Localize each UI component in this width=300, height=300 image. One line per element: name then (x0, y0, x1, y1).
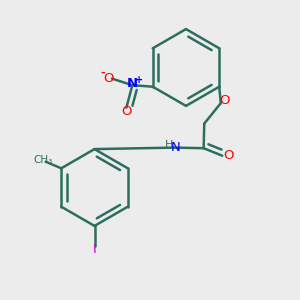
Text: O: O (121, 105, 132, 118)
Text: I: I (93, 243, 96, 256)
Text: -: - (100, 68, 105, 78)
Text: O: O (223, 149, 233, 162)
Text: N: N (127, 77, 138, 90)
Text: H: H (165, 140, 173, 150)
Text: +: + (135, 75, 143, 85)
Text: O: O (219, 94, 230, 107)
Text: N: N (171, 141, 181, 154)
Text: CH₃: CH₃ (34, 155, 53, 165)
Text: O: O (103, 72, 114, 85)
